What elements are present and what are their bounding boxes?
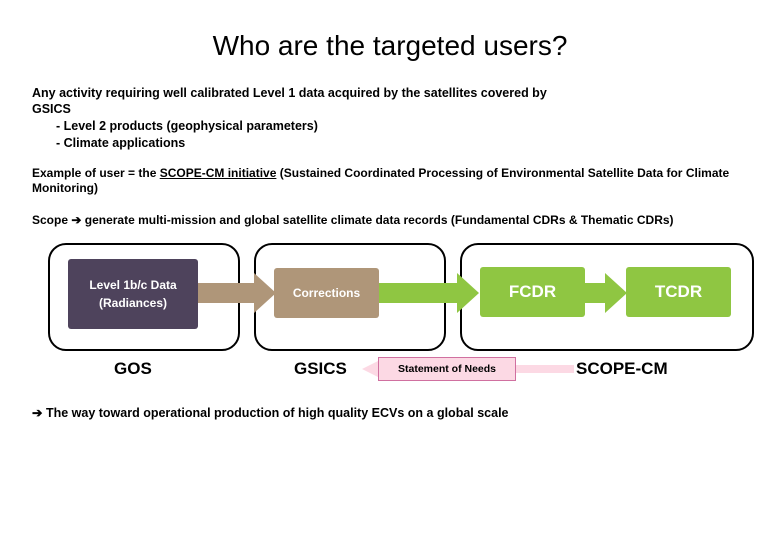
box-tcdr: TCDR xyxy=(626,267,731,317)
label-gsics: GSICS xyxy=(294,359,347,379)
level1-line2: (Radiances) xyxy=(89,294,176,312)
arrow-1-tail xyxy=(198,283,254,303)
slide-title: Who are the targeted users? xyxy=(32,30,748,62)
statement-arrow-tail xyxy=(514,365,574,373)
flow-diagram: Level 1b/c Data (Radiances) Corrections … xyxy=(26,239,754,399)
level1-line1: Level 1b/c Data xyxy=(89,276,176,294)
gsics-text: GSICS xyxy=(32,102,748,116)
arrow-2-head xyxy=(457,273,479,313)
example-text: Example of user = the SCOPE-CM initiativ… xyxy=(32,166,748,197)
list-item: - Level 2 products (geophysical paramete… xyxy=(56,118,748,135)
label-scopecm: SCOPE-CM xyxy=(576,359,668,379)
label-gos: GOS xyxy=(114,359,152,379)
scope-text: Scope ➔ generate multi-mission and globa… xyxy=(32,213,748,229)
arrow-2-tail xyxy=(379,283,457,303)
example-initiative: SCOPE-CM initiative xyxy=(160,166,277,180)
footer-text: ➔ The way toward operational production … xyxy=(32,405,748,420)
box-level1: Level 1b/c Data (Radiances) xyxy=(68,259,198,329)
arrow-3-head xyxy=(605,273,627,313)
lead-text: Any activity requiring well calibrated L… xyxy=(32,86,748,100)
bullet-list: - Level 2 products (geophysical paramete… xyxy=(56,118,748,152)
example-prefix: Example of user = the xyxy=(32,166,160,180)
box-statement: Statement of Needs xyxy=(378,357,516,381)
box-fcdr: FCDR xyxy=(480,267,585,317)
statement-arrow-head xyxy=(362,361,378,377)
box-corrections: Corrections xyxy=(274,268,379,318)
arrow-3-tail xyxy=(585,283,605,303)
arrow-1-head xyxy=(254,273,276,313)
list-item: - Climate applications xyxy=(56,135,748,152)
